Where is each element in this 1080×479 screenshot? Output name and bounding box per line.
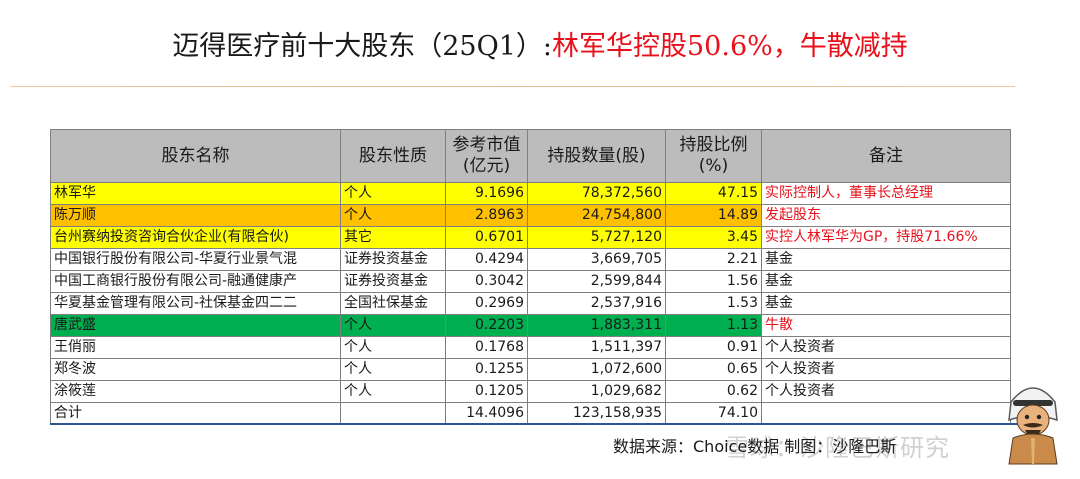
cell-note: 基金 — [761, 248, 1011, 271]
table-body: 林军华 个人 9.1696 78,372,560 47.15 实际控制人，董事长总经理 陈万… — [50, 182, 1011, 425]
cell-name: 郑冬波 — [50, 358, 341, 381]
cell-name: 华夏基金管理有限公司-社保基金四二二 — [50, 292, 341, 315]
table-row: 涂筱莲 个人 0.1205 1,029,682 0.62 个人投资者 — [50, 380, 1011, 403]
page-title: 迈得医疗前十大股东（25Q1）:林军华控股50.6%，牛散减持 — [0, 30, 1080, 64]
cell-ratio: 0.91 — [665, 336, 762, 359]
cell-value: 2.8963 — [445, 204, 528, 227]
shareholder-table-container: 股东名称 股东性质 参考市值(亿元) 持股数量(股) 持股比例(%) 备注 林军… — [50, 129, 1011, 425]
watermark: 雪球：沙隆巴斯研究 — [725, 434, 950, 462]
title-divider — [10, 86, 1015, 87]
cell-name: 中国工商银行股份有限公司-融通健康产 — [50, 270, 341, 293]
cell-value: 0.1205 — [445, 380, 528, 403]
shareholder-table: 股东名称 股东性质 参考市值(亿元) 持股数量(股) 持股比例(%) 备注 林军… — [50, 129, 1011, 425]
table-row: 台州赛纳投资咨询合伙企业(有限合伙) 其它 0.6701 5,727,120 3.45 实… — [50, 226, 1011, 249]
cell-shares: 2,537,916 — [527, 292, 666, 315]
table-row: 唐武盛 个人 0.2203 1,883,311 1.13 牛散 — [50, 314, 1011, 337]
cell-value: 0.1768 — [445, 336, 528, 359]
data-source: 数据来源：Choice数据 制图：沙隆巴斯 — [613, 437, 897, 456]
cell-name: 陈万顺 — [50, 204, 341, 227]
cell-name: 唐武盛 — [50, 314, 341, 337]
cell-note: 基金 — [761, 270, 1011, 293]
table-row: 陈万顺 个人 2.8963 24,754,800 14.89 发起股东 — [50, 204, 1011, 227]
header-ratio: 持股比例(%) — [665, 129, 762, 183]
footer-line — [50, 423, 1020, 425]
cell-value: 0.2203 — [445, 314, 528, 337]
table-row: 郑冬波 个人 0.1255 1,072,600 0.65 个人投资者 — [50, 358, 1011, 381]
table-row: 华夏基金管理有限公司-社保基金四二二 全国社保基金 0.2969 2,537,916 1… — [50, 292, 1011, 315]
cell-value: 14.4096 — [445, 402, 528, 425]
cell-note: 实控人林军华为GP，持股71.66% — [761, 226, 1011, 249]
cell-type: 个人 — [340, 358, 446, 381]
cell-ratio: 47.15 — [665, 182, 762, 205]
cell-value: 0.1255 — [445, 358, 528, 381]
cell-value: 0.4294 — [445, 248, 528, 271]
cell-note — [761, 402, 1011, 425]
cell-value: 0.3042 — [445, 270, 528, 293]
cell-name: 王俏丽 — [50, 336, 341, 359]
cell-type: 个人 — [340, 336, 446, 359]
table-row: 中国工商银行股份有限公司-融通健康产 证券投资基金 0.3042 2,599,844 1… — [50, 270, 1011, 293]
cell-shares: 1,511,397 — [527, 336, 666, 359]
cell-type — [340, 402, 446, 425]
title-main: 迈得医疗前十大股东（25Q1）: — [172, 31, 552, 62]
cell-note: 基金 — [761, 292, 1011, 315]
cell-ratio: 1.13 — [665, 314, 762, 337]
header-name: 股东名称 — [50, 129, 341, 183]
cell-type: 其它 — [340, 226, 446, 249]
cell-name: 合计 — [50, 402, 341, 425]
cell-name: 涂筱莲 — [50, 380, 341, 403]
cell-ratio: 0.62 — [665, 380, 762, 403]
cell-shares: 3,669,705 — [527, 248, 666, 271]
cell-ratio: 3.45 — [665, 226, 762, 249]
cell-ratio: 1.53 — [665, 292, 762, 315]
cell-note: 个人投资者 — [761, 358, 1011, 381]
cell-type: 个人 — [340, 204, 446, 227]
cell-ratio: 1.56 — [665, 270, 762, 293]
table-row: 中国银行股份有限公司-华夏行业景气混 证券投资基金 0.4294 3,669,705 2… — [50, 248, 1011, 271]
cell-ratio: 74.10 — [665, 402, 762, 425]
cell-note: 个人投资者 — [761, 380, 1011, 403]
table-row: 林军华 个人 9.1696 78,372,560 47.15 实际控制人，董事长总经理 — [50, 182, 1011, 205]
title-highlight: 林军华控股50.6%，牛散减持 — [552, 31, 908, 62]
cell-type: 证券投资基金 — [340, 248, 446, 271]
cell-note: 发起股东 — [761, 204, 1011, 227]
cell-shares: 1,883,311 — [527, 314, 666, 337]
table-header-row: 股东名称 股东性质 参考市值(亿元) 持股数量(股) 持股比例(%) 备注 — [50, 129, 1011, 183]
header-type: 股东性质 — [340, 129, 446, 183]
cell-shares: 78,372,560 — [527, 182, 666, 205]
cell-shares: 24,754,800 — [527, 204, 666, 227]
cell-type: 证券投资基金 — [340, 270, 446, 293]
cell-note: 个人投资者 — [761, 336, 1011, 359]
cell-type: 全国社保基金 — [340, 292, 446, 315]
cell-shares: 1,072,600 — [527, 358, 666, 381]
table-row: 王俏丽 个人 0.1768 1,511,397 0.91 个人投资者 — [50, 336, 1011, 359]
header-shares: 持股数量(股) — [527, 129, 666, 183]
cell-ratio: 14.89 — [665, 204, 762, 227]
cell-ratio: 2.21 — [665, 248, 762, 271]
cell-shares: 1,029,682 — [527, 380, 666, 403]
cell-shares: 5,727,120 — [527, 226, 666, 249]
cartoon-arab-mascot-icon — [1008, 387, 1058, 465]
cell-name: 林军华 — [50, 182, 341, 205]
header-note: 备注 — [761, 129, 1011, 183]
cell-type: 个人 — [340, 380, 446, 403]
table-total-row: 合计 14.4096 123,158,935 74.10 — [50, 402, 1011, 425]
cell-name: 中国银行股份有限公司-华夏行业景气混 — [50, 248, 341, 271]
cell-value: 0.6701 — [445, 226, 528, 249]
cell-note: 实际控制人，董事长总经理 — [761, 182, 1011, 205]
cell-name: 台州赛纳投资咨询合伙企业(有限合伙) — [50, 226, 341, 249]
cell-ratio: 0.65 — [665, 358, 762, 381]
cell-value: 0.2969 — [445, 292, 528, 315]
header-value: 参考市值(亿元) — [445, 129, 528, 183]
cell-type: 个人 — [340, 314, 446, 337]
cell-shares: 2,599,844 — [527, 270, 666, 293]
cell-shares: 123,158,935 — [527, 402, 666, 425]
cell-value: 9.1696 — [445, 182, 528, 205]
cell-type: 个人 — [340, 182, 446, 205]
cell-note: 牛散 — [761, 314, 1011, 337]
